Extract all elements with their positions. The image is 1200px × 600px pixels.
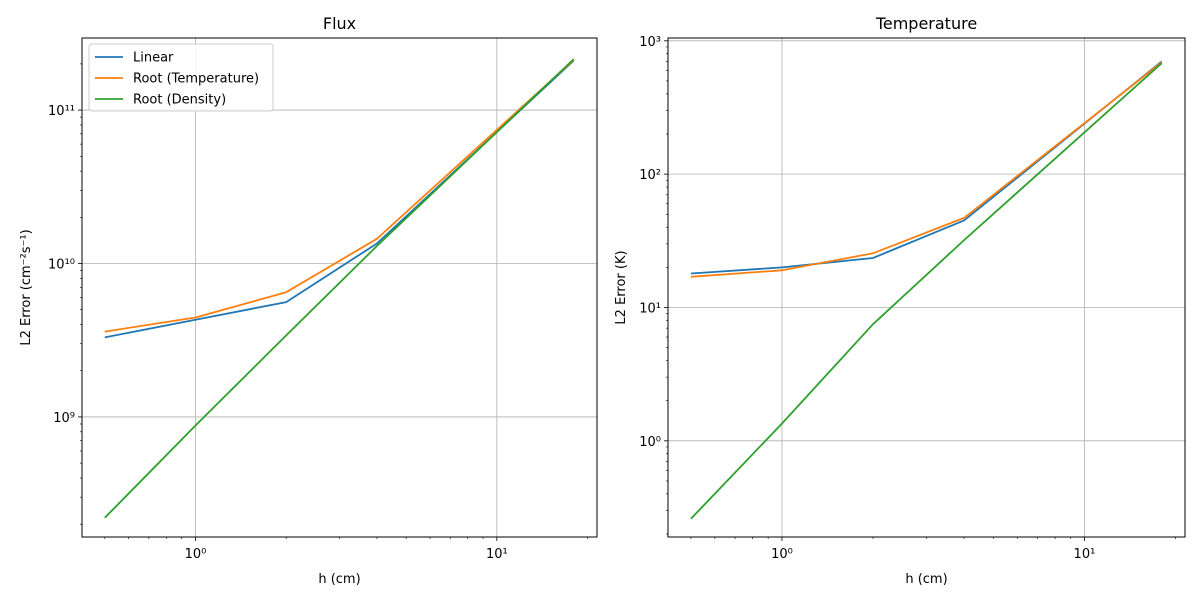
chart-title: Temperature bbox=[875, 14, 977, 33]
y-tick-label: 10⁹ bbox=[53, 411, 75, 426]
series-lines bbox=[690, 60, 1163, 520]
series-line-root-density bbox=[104, 58, 575, 519]
grid bbox=[668, 38, 1185, 537]
legend-label: Linear bbox=[133, 51, 174, 66]
y-axis-label: L2 Error (K) bbox=[614, 250, 629, 324]
y-tick-label: 10³ bbox=[639, 35, 661, 50]
series-line-root-temperature bbox=[690, 61, 1163, 278]
y-axis-label: L2 Error (cm⁻²s⁻¹) bbox=[19, 229, 34, 345]
y-tick-label: 10² bbox=[639, 168, 661, 183]
y-ticks: 10⁹ 10¹⁰ 10¹¹ bbox=[48, 63, 82, 525]
x-tick-label: 10¹ bbox=[1074, 547, 1096, 562]
x-tick-label: 10⁰ bbox=[185, 547, 207, 562]
legend-label: Root (Density) bbox=[133, 93, 226, 108]
series-line-linear bbox=[690, 60, 1163, 275]
y-ticks: 10⁰ 10¹ 10² 10³ bbox=[639, 35, 668, 535]
y-tick-label: 10¹¹ bbox=[48, 104, 75, 119]
series-line-root-temperature bbox=[104, 59, 575, 333]
series-lines bbox=[104, 58, 575, 519]
legend-label: Root (Temperature) bbox=[133, 72, 259, 87]
y-tick-label: 10¹ bbox=[639, 301, 661, 316]
flux-chart: Flux 10⁰ 10¹ 10⁹ 10¹⁰ 10¹¹ h (cm) L2 Error … bbox=[19, 14, 598, 587]
x-tick-label: 10⁰ bbox=[771, 547, 793, 562]
x-axis-label: h (cm) bbox=[318, 572, 360, 587]
x-tick-label: 10¹ bbox=[486, 547, 508, 562]
x-ticks: 10⁰ 10¹ bbox=[690, 537, 1176, 562]
x-axis-label: h (cm) bbox=[905, 572, 947, 587]
temperature-chart: Temperature 10⁰ 10¹ 10⁰ 10¹ 10² 10³ h (cm) L… bbox=[614, 14, 1186, 587]
y-tick-label: 10⁰ bbox=[639, 435, 661, 450]
legend: Linear Root (Temperature) Root (Density) bbox=[88, 43, 274, 112]
series-line-root-density bbox=[690, 62, 1163, 520]
x-ticks: 10⁰ 10¹ bbox=[104, 537, 588, 562]
y-tick-label: 10¹⁰ bbox=[48, 258, 75, 273]
legend-box bbox=[88, 43, 274, 112]
chart-title: Flux bbox=[323, 14, 356, 33]
